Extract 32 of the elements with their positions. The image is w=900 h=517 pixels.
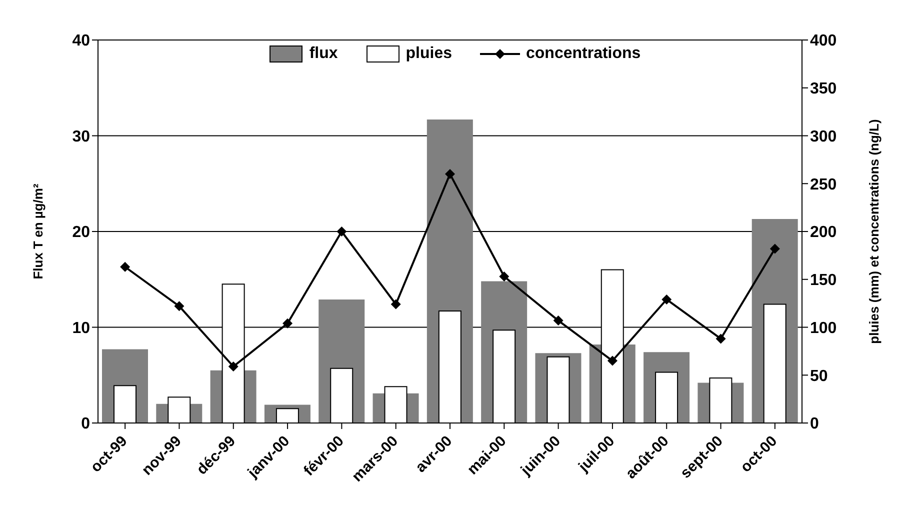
y2-tick-label: 250 xyxy=(810,176,837,194)
y-tick-label: 40 xyxy=(72,32,90,50)
y2-tick-label: 50 xyxy=(810,368,828,385)
point xyxy=(336,226,347,236)
y2-tick-label: 400 xyxy=(810,32,837,50)
point xyxy=(499,272,510,282)
legend-label: pluies xyxy=(406,45,452,63)
legend-label: flux xyxy=(309,45,338,63)
point xyxy=(390,299,401,310)
y2-axis-title: pluies (mm) et concentrations (ng/L) xyxy=(866,119,882,344)
y-tick-label: 20 xyxy=(72,224,90,242)
point xyxy=(228,362,238,372)
y2-tick-label: 100 xyxy=(810,320,837,337)
y2-tick-label: 150 xyxy=(810,272,837,290)
y-tick-label: 30 xyxy=(72,128,90,146)
y2-tick-label: 300 xyxy=(810,128,837,146)
point xyxy=(770,244,780,254)
point xyxy=(282,318,293,328)
point xyxy=(120,262,130,272)
y-tick-label: 0 xyxy=(81,416,90,433)
point xyxy=(716,334,726,344)
y2-tick-label: 200 xyxy=(810,224,837,242)
point xyxy=(174,301,184,312)
point xyxy=(445,169,455,180)
point xyxy=(607,356,618,366)
y2-tick-label: 0 xyxy=(810,416,819,433)
y2-tick-label: 350 xyxy=(810,80,837,98)
legend-label: concentrations xyxy=(526,45,641,63)
y-axis-title: Flux T en µg/m² xyxy=(30,183,46,280)
point xyxy=(662,294,672,304)
y-tick-label: 10 xyxy=(72,320,90,337)
point xyxy=(553,316,564,326)
